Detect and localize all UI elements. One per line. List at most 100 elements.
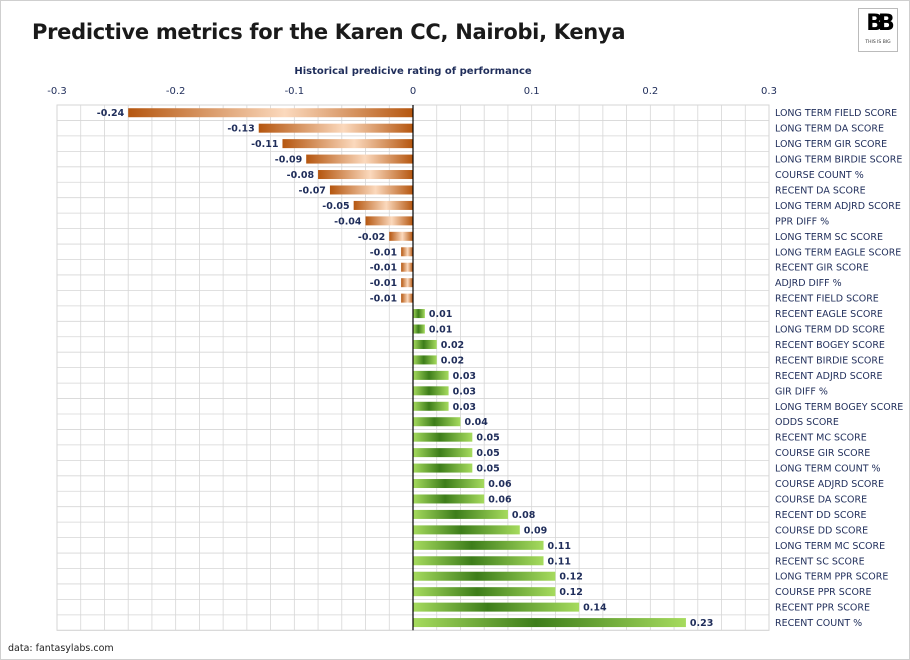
bar-value-label: 0.14	[583, 603, 607, 614]
bar-value-label: 0.01	[429, 309, 452, 320]
bars	[128, 108, 686, 628]
bar	[413, 479, 485, 489]
bar-value-label: -0.01	[370, 247, 397, 258]
bar-value-label: -0.01	[370, 278, 397, 289]
bar-value-label: 0.02	[441, 340, 464, 351]
bar-value-label: 0.01	[429, 325, 452, 336]
bar	[413, 355, 437, 365]
category-label: RECENT COUNT %	[775, 618, 862, 629]
bar	[413, 618, 686, 628]
x-axis: -0.3 -0.2 -0.1 0 0.1 0.2 0.3	[47, 86, 777, 631]
bar-value-label: 0.12	[559, 572, 582, 583]
x-tick-label: -0.1	[285, 86, 305, 97]
category-label: COURSE PPR SCORE	[775, 587, 872, 598]
brand-logo: BB THIS IS BIG	[858, 8, 898, 52]
bar	[401, 278, 413, 288]
bar-value-label: 0.09	[524, 525, 547, 536]
category-label: LONG TERM ADJRD SCORE	[775, 201, 901, 212]
x-tick-label: 0.2	[642, 86, 658, 97]
bar	[413, 463, 473, 473]
bar	[413, 556, 544, 566]
bar-value-label: -0.01	[370, 263, 397, 274]
bar-value-label: 0.03	[453, 402, 476, 413]
bar	[413, 339, 437, 349]
category-label: RECENT DA SCORE	[775, 185, 866, 196]
category-label: COURSE GIR SCORE	[775, 448, 870, 459]
category-label: LONG TERM DD SCORE	[775, 325, 885, 336]
bar	[401, 262, 413, 272]
bar-value-label: -0.07	[299, 185, 326, 196]
category-label: LONG TERM DA SCORE	[775, 124, 884, 135]
bar	[306, 154, 413, 164]
bar-value-label: -0.11	[251, 139, 278, 150]
x-tick-label: -0.3	[47, 86, 67, 97]
category-label: GIR DIFF %	[775, 386, 828, 397]
bar-value-label: 0.05	[476, 448, 499, 459]
bar	[413, 509, 508, 519]
bar-value-label: 0.08	[512, 510, 536, 521]
bar	[413, 540, 544, 550]
bar-value-label: -0.09	[275, 155, 302, 166]
x-tick-label: 0	[410, 86, 416, 97]
bar-value-label: 0.05	[476, 433, 499, 444]
bar-value-label: -0.04	[334, 216, 362, 227]
bar-value-label: 0.12	[559, 587, 582, 598]
bar	[413, 309, 425, 319]
category-label: PPR DIFF %	[775, 216, 829, 227]
bar-value-label: -0.01	[370, 294, 397, 305]
bar	[401, 293, 413, 303]
category-label: LONG TERM BOGEY SCORE	[775, 402, 903, 413]
bar-value-label: 0.03	[453, 386, 476, 397]
category-label: RECENT BOGEY SCORE	[775, 340, 885, 351]
bar-value-label: -0.02	[358, 232, 385, 243]
bar	[128, 108, 413, 118]
bar-value-label: 0.23	[690, 618, 713, 629]
category-label: RECENT ADJRD SCORE	[775, 371, 882, 382]
source-note: data: fantasylabs.com	[8, 643, 114, 654]
category-label: RECENT BIRDIE SCORE	[775, 355, 884, 366]
category-label: LONG TERM FIELD SCORE	[775, 108, 897, 119]
x-axis-title: Historical predicive rating of performan…	[294, 66, 532, 77]
bar	[413, 525, 520, 535]
category-label: LONG TERM BIRDIE SCORE	[775, 155, 902, 166]
category-label: ODDS SCORE	[775, 417, 839, 428]
category-label: ADJRD DIFF %	[775, 278, 842, 289]
labels: -0.24 LONG TERM FIELD SCORE -0.13 LONG TERM…	[97, 108, 904, 629]
category-label: LONG TERM COUNT %	[775, 464, 881, 475]
bar-value-label: 0.02	[441, 355, 464, 366]
logo-subtitle: THIS IS BIG	[865, 40, 891, 45]
bar	[413, 417, 461, 427]
bar-value-label: 0.06	[488, 494, 512, 505]
bar	[413, 494, 485, 504]
x-tick-label: 0.1	[524, 86, 540, 97]
bar-value-label: 0.05	[476, 464, 499, 475]
bar	[413, 386, 449, 396]
bar	[413, 370, 449, 380]
bar	[413, 448, 473, 458]
category-label: COURSE ADJRD SCORE	[775, 479, 884, 490]
bar	[329, 185, 413, 195]
bar	[282, 139, 413, 149]
bar-value-label: -0.05	[322, 201, 349, 212]
bar	[413, 571, 556, 581]
bar	[413, 401, 449, 411]
bar	[258, 123, 413, 133]
category-label: RECENT PPR SCORE	[775, 603, 870, 614]
bar	[318, 170, 413, 180]
bar	[353, 200, 413, 210]
bar	[413, 432, 473, 442]
x-tick-label: -0.2	[166, 86, 186, 97]
category-label: COURSE DA SCORE	[775, 494, 867, 505]
category-label: COURSE DD SCORE	[775, 525, 868, 536]
bar-value-label: -0.13	[227, 124, 254, 135]
bar-value-label: 0.11	[548, 541, 571, 552]
bar-value-label: -0.24	[97, 108, 125, 119]
category-label: LONG TERM SC SCORE	[775, 232, 883, 243]
category-label: RECENT DD SCORE	[775, 510, 867, 521]
bar-value-label: 0.04	[464, 417, 488, 428]
category-label: RECENT MC SCORE	[775, 433, 867, 444]
bar-value-label: -0.08	[287, 170, 315, 181]
category-label: LONG TERM PPR SCORE	[775, 572, 888, 583]
bar-value-label: 0.03	[453, 371, 476, 382]
